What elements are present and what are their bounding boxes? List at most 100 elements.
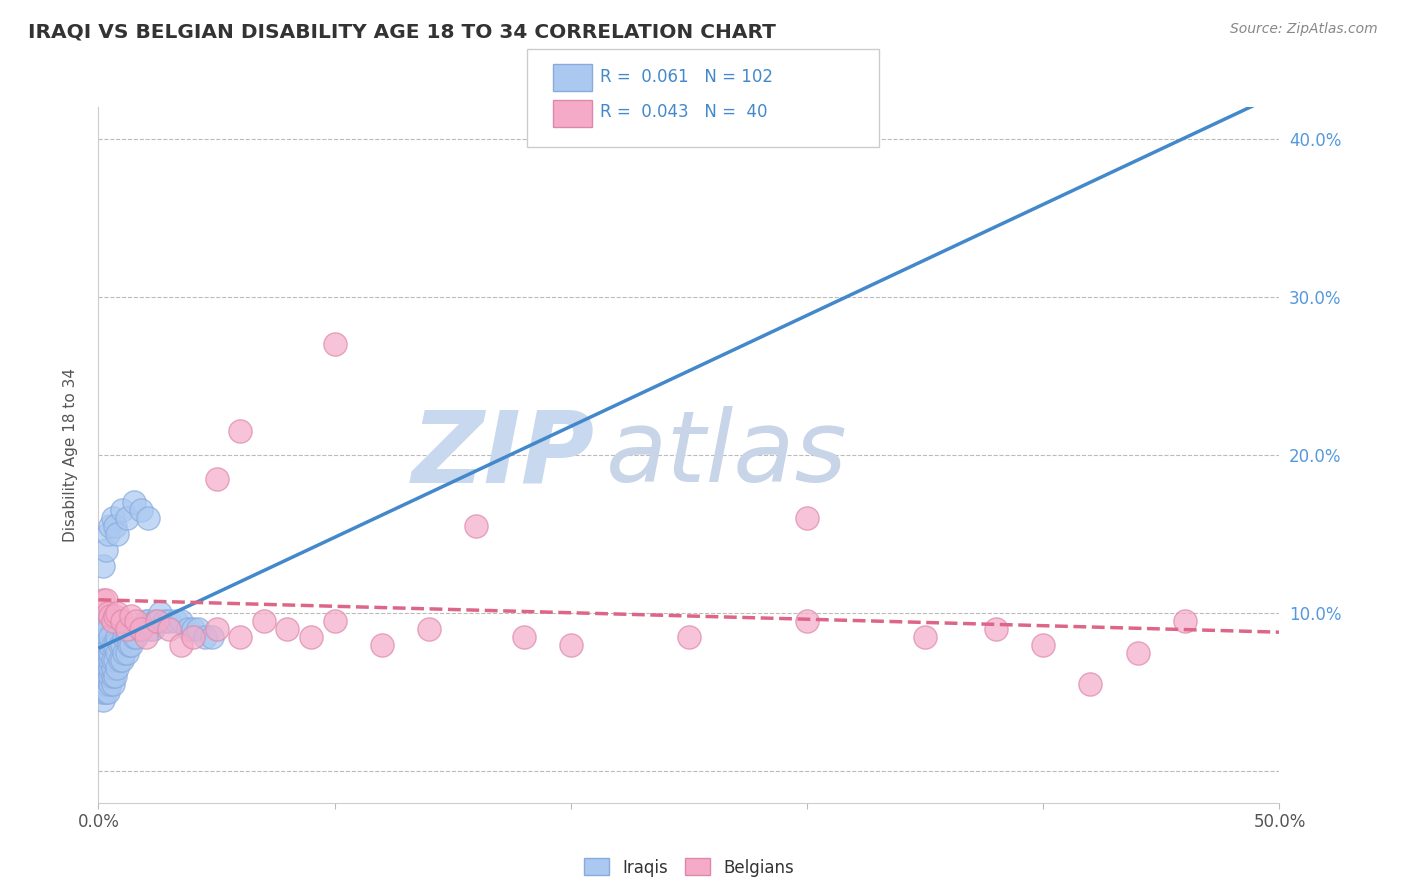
Point [94, 669, 117, 683]
Legend: Iraqis, Belgians: Iraqis, Belgians [575, 850, 803, 885]
Point [181, 630, 204, 644]
Point [914, 630, 936, 644]
Point [101, 638, 124, 652]
Point [98, 630, 121, 644]
Point [98, 677, 121, 691]
Point [97, 622, 120, 636]
Point [115, 622, 138, 636]
Point [165, 614, 187, 628]
Point [229, 424, 252, 438]
Point [194, 630, 217, 644]
Point [105, 646, 128, 660]
Point [94, 622, 117, 636]
Point [104, 519, 127, 533]
Point [94, 661, 117, 675]
Point [136, 614, 159, 628]
Point [90, 638, 112, 652]
Point [149, 606, 172, 620]
Point [91, 669, 114, 683]
Point [112, 646, 135, 660]
Point [98, 519, 121, 533]
Point [91, 593, 114, 607]
Point [94, 646, 117, 660]
Point [101, 677, 124, 691]
Point [94, 542, 117, 557]
Point [205, 472, 228, 486]
Point [97, 638, 120, 652]
Point [97, 527, 120, 541]
Point [121, 609, 143, 624]
Text: atlas: atlas [606, 407, 848, 503]
Point [105, 630, 128, 644]
Point [90, 646, 112, 660]
Point [94, 677, 117, 691]
Point [98, 646, 121, 660]
Point [98, 653, 121, 667]
Point [129, 503, 152, 517]
Point [90, 677, 112, 691]
Point [135, 614, 157, 628]
Point [105, 527, 128, 541]
Point [97, 685, 120, 699]
Point [128, 622, 150, 636]
Text: R =  0.043   N =  40: R = 0.043 N = 40 [600, 103, 768, 121]
Point [323, 337, 346, 351]
Point [512, 630, 534, 644]
Point [205, 622, 228, 636]
Point [170, 614, 193, 628]
Point [98, 661, 121, 675]
Point [253, 614, 276, 628]
Point [276, 622, 298, 636]
Point [108, 638, 131, 652]
Point [146, 614, 169, 628]
Point [91, 685, 114, 699]
Text: R =  0.061   N = 102: R = 0.061 N = 102 [600, 68, 773, 86]
Point [91, 677, 114, 691]
Point [91, 622, 114, 636]
Point [108, 653, 131, 667]
Point [98, 609, 121, 624]
Point [115, 630, 138, 644]
Point [112, 630, 135, 644]
Point [1032, 638, 1054, 652]
Point [129, 622, 152, 636]
Point [90, 630, 112, 644]
Point [101, 661, 124, 675]
Point [129, 622, 152, 636]
Point [104, 638, 127, 652]
Point [104, 669, 127, 683]
Point [115, 511, 138, 525]
Point [94, 630, 117, 644]
Point [796, 511, 818, 525]
Point [91, 685, 114, 699]
Point [97, 669, 120, 683]
Point [91, 661, 114, 675]
Point [111, 653, 134, 667]
Point [371, 638, 394, 652]
Point [678, 630, 700, 644]
Point [560, 638, 582, 652]
Point [94, 593, 117, 607]
Point [101, 669, 124, 683]
Text: IRAQI VS BELGIAN DISABILITY AGE 18 TO 34 CORRELATION CHART: IRAQI VS BELGIAN DISABILITY AGE 18 TO 34… [28, 22, 776, 41]
Point [177, 622, 200, 636]
Point [153, 614, 176, 628]
Point [98, 638, 121, 652]
Point [91, 653, 114, 667]
Point [465, 519, 488, 533]
Point [111, 638, 134, 652]
Point [90, 661, 112, 675]
Point [91, 669, 114, 683]
Point [111, 614, 134, 628]
Point [125, 614, 148, 628]
Point [97, 606, 120, 620]
Point [97, 653, 120, 667]
Point [94, 685, 117, 699]
Point [121, 638, 143, 652]
Point [229, 630, 252, 644]
Point [101, 653, 124, 667]
Point [101, 511, 124, 525]
Point [142, 622, 165, 636]
Point [796, 614, 818, 628]
Text: ZIP: ZIP [412, 407, 595, 503]
